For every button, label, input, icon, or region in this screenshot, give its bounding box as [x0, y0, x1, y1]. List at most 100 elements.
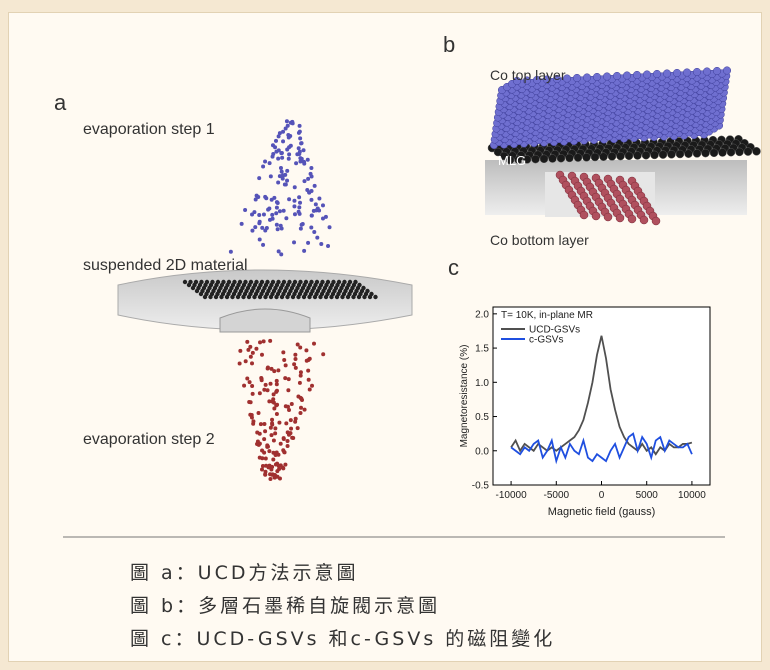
- particle: [257, 213, 261, 217]
- particle: [302, 148, 306, 152]
- particle: [251, 351, 255, 355]
- particle: [309, 166, 313, 170]
- particle: [285, 179, 289, 183]
- particle: [287, 197, 291, 201]
- particle: [282, 209, 286, 213]
- particle: [268, 477, 272, 481]
- particle: [265, 445, 269, 449]
- atom: [604, 213, 612, 221]
- particle: [263, 159, 267, 163]
- particle: [258, 456, 262, 460]
- particle: [298, 346, 302, 350]
- x-tick-label: -5000: [544, 490, 570, 501]
- particle: [297, 146, 301, 150]
- particle: [271, 457, 275, 461]
- atom: [613, 72, 621, 80]
- atom: [634, 152, 642, 160]
- particle: [274, 453, 278, 457]
- particle: [287, 377, 291, 381]
- particle: [287, 157, 291, 161]
- particle: [264, 383, 268, 387]
- atom: [600, 153, 608, 161]
- atom: [727, 148, 735, 156]
- atom: [583, 153, 591, 161]
- particle: [272, 439, 276, 443]
- particle: [270, 418, 274, 422]
- particle: [292, 240, 296, 244]
- particle: [298, 124, 302, 128]
- atom: [230, 295, 234, 299]
- particle: [276, 368, 280, 372]
- atom: [285, 295, 289, 299]
- particle: [248, 380, 252, 384]
- atom: [313, 295, 317, 299]
- particle: [278, 209, 282, 213]
- particle: [281, 350, 285, 354]
- y-tick-label: -0.5: [472, 481, 490, 492]
- particle: [317, 208, 321, 212]
- particle: [286, 388, 290, 392]
- particle: [279, 442, 283, 446]
- particle: [280, 170, 284, 174]
- atom: [744, 148, 752, 156]
- atom: [640, 216, 648, 224]
- annotation: suspended 2D material: [83, 257, 248, 274]
- particle: [280, 156, 284, 160]
- particle: [251, 392, 255, 396]
- particle: [285, 169, 289, 173]
- caption: 圖 c：UCD-GSVs 和c-GSVs 的磁阻變化: [130, 628, 555, 650]
- particle: [258, 391, 262, 395]
- particle: [277, 134, 281, 138]
- particle: [321, 352, 325, 356]
- atom: [693, 149, 701, 157]
- particle: [262, 388, 266, 392]
- particle: [309, 225, 313, 229]
- particle: [284, 183, 288, 187]
- particle: [286, 439, 290, 443]
- particle: [270, 423, 274, 427]
- particle: [287, 136, 291, 140]
- particle: [306, 241, 310, 245]
- particle: [250, 229, 254, 233]
- particle: [309, 172, 313, 176]
- particle: [290, 402, 294, 406]
- atom: [549, 155, 557, 163]
- atom: [652, 217, 660, 225]
- x-tick-label: 10000: [678, 490, 706, 501]
- atom: [566, 154, 574, 162]
- particle: [268, 339, 272, 343]
- atom: [685, 150, 693, 158]
- particle: [274, 211, 278, 215]
- particle: [243, 208, 247, 212]
- particle: [291, 121, 295, 125]
- atom: [653, 70, 661, 78]
- particle: [249, 355, 253, 359]
- particle: [289, 144, 293, 148]
- atom: [199, 292, 203, 296]
- atom: [291, 295, 295, 299]
- panel-a-illustration: [118, 270, 412, 332]
- particle: [273, 426, 277, 430]
- panel-label: b: [443, 32, 455, 57]
- particle: [305, 359, 309, 363]
- particle: [306, 158, 310, 162]
- particle: [300, 398, 304, 402]
- particle: [278, 476, 282, 480]
- atom: [628, 215, 636, 223]
- annotation: evaporation step 2: [83, 431, 215, 448]
- particle: [260, 226, 264, 230]
- particle: [250, 384, 254, 388]
- atom: [203, 295, 207, 299]
- atom: [574, 154, 582, 162]
- atom: [324, 295, 328, 299]
- legend-label: c-GSVs: [529, 335, 563, 346]
- particle: [271, 143, 275, 147]
- particle: [257, 411, 261, 415]
- particle: [298, 201, 302, 205]
- particle: [293, 185, 297, 189]
- atom: [591, 153, 599, 161]
- particle: [303, 408, 307, 412]
- particle: [275, 412, 279, 416]
- particle: [256, 195, 260, 199]
- particle: [261, 165, 265, 169]
